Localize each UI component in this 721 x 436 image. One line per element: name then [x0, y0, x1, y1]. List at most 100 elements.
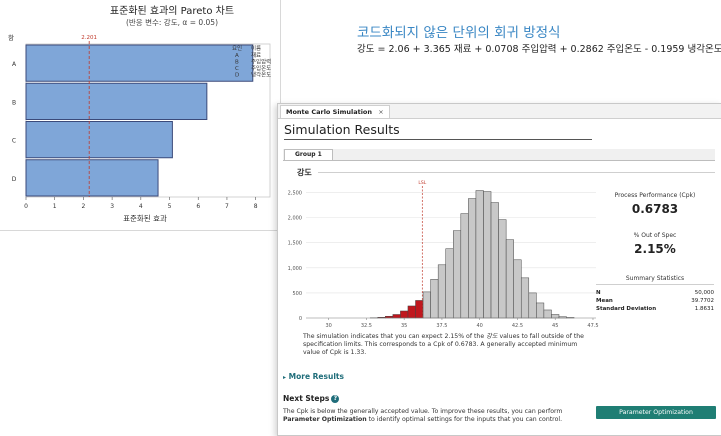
- pareto-xtick-label: 2: [81, 203, 85, 210]
- hist-xtick-label: 42.5: [512, 323, 523, 329]
- pareto-category-label: C: [12, 138, 16, 145]
- summary-row-stdev: Standard Deviation 1.8631: [596, 305, 714, 313]
- pareto-xtick-label: 5: [168, 203, 172, 210]
- help-icon[interactable]: ?: [331, 395, 339, 403]
- summary-statistics-title: Summary Statistics: [596, 275, 714, 285]
- parameter-optimization-button[interactable]: Parameter Optimization: [596, 406, 716, 419]
- legend-factor-code: D: [235, 73, 239, 79]
- legend-factor-name: 주입압력: [251, 58, 271, 66]
- hist-xtick-label: 30: [325, 323, 331, 329]
- hist-xtick-label: 32.5: [361, 323, 372, 329]
- next-steps-text: The Cpk is below the generally accepted …: [283, 408, 593, 424]
- pareto-ylabel: 항: [8, 33, 14, 42]
- pareto-bar-c: [26, 122, 172, 158]
- pareto-bar-d: [26, 160, 158, 196]
- pareto-category-label: A: [12, 61, 17, 68]
- hist-bar: [393, 314, 401, 318]
- pareto-category-label: B: [12, 99, 16, 106]
- hist-xtick-label: 47.5: [587, 323, 598, 329]
- hist-bar: [551, 314, 559, 318]
- hist-bar: [514, 260, 522, 318]
- monte-carlo-tab[interactable]: Monte Carlo Simulation ×: [280, 105, 390, 118]
- hist-bar: [416, 300, 424, 318]
- hist-xtick-label: 40: [477, 323, 483, 329]
- pareto-xtick-label: 0: [24, 203, 28, 210]
- hist-bar: [499, 220, 507, 318]
- stats-panel: Process Performance (Cpk) 0.6783 % Out o…: [596, 192, 714, 313]
- hist-bar: [468, 199, 476, 318]
- hist-bar: [423, 292, 431, 318]
- hist-ytick-label: 0: [299, 316, 302, 322]
- legend-factor-name: 주입온도: [251, 64, 271, 72]
- hist-bar: [521, 278, 529, 318]
- parameter-optimization-bold: Parameter Optimization: [283, 416, 367, 423]
- simulation-results-title: Simulation Results: [284, 122, 400, 137]
- pareto-critical-value: 2.201: [81, 35, 97, 41]
- simulation-summary-text: The simulation indicates that you can ex…: [303, 333, 588, 357]
- hist-bar: [491, 203, 499, 318]
- group-tab-strip: Group 1: [283, 149, 715, 161]
- close-icon[interactable]: ×: [378, 108, 383, 116]
- lsl-label: LSL: [418, 180, 426, 186]
- pareto-subtitle: (반응 변수: 강도, α = 0.05): [126, 17, 218, 27]
- pareto-xtick-label: 3: [110, 203, 114, 210]
- pareto-chart-panel: 표준화된 효과의 Pareto 차트(반응 변수: 강도, α = 0.05) 항…: [0, 0, 281, 231]
- cpk-value: 0.6783: [596, 202, 714, 216]
- pareto-xtick-label: 4: [139, 203, 143, 210]
- hist-xtick-label: 37.5: [436, 323, 447, 329]
- window-tab-bar: Monte Carlo Simulation ×: [278, 104, 721, 119]
- next-steps-title: Next Steps?: [283, 394, 339, 403]
- legend-factor-name: 재료: [251, 51, 261, 59]
- hist-bar: [438, 265, 446, 318]
- hist-bar: [431, 279, 439, 318]
- regression-equation: 강도 = 2.06 + 3.365 재료 + 0.0708 주입압력 + 0.2…: [357, 41, 721, 55]
- legend-factor-code: A: [235, 53, 239, 59]
- legend-factor-code: B: [235, 60, 239, 66]
- pareto-xtick-label: 8: [254, 203, 258, 210]
- triangle-right-icon: ▸: [283, 374, 286, 381]
- hist-bar: [408, 306, 416, 318]
- title-divider: [284, 139, 592, 140]
- legend-factor-code: C: [235, 66, 239, 72]
- pareto-xtick-label: 1: [53, 203, 57, 210]
- hist-bar: [446, 249, 454, 318]
- hist-xtick-label: 45: [552, 323, 558, 329]
- hist-bar: [453, 231, 461, 318]
- pareto-xtick-label: 7: [225, 203, 229, 210]
- pareto-chart: 표준화된 효과의 Pareto 차트(반응 변수: 강도, α = 0.05) 항…: [0, 0, 280, 230]
- pareto-xtick-label: 6: [196, 203, 200, 210]
- hist-ytick-label: 1,000: [288, 266, 302, 272]
- pareto-xlabel: 표준화된 효과: [123, 213, 167, 223]
- hist-ytick-label: 2,500: [288, 191, 302, 197]
- pareto-category-label: D: [12, 176, 17, 183]
- hist-xtick-label: 35: [401, 323, 407, 329]
- pareto-title: 표준화된 효과의 Pareto 차트: [110, 5, 234, 17]
- simulation-histogram: 0 500 1,000 1,500 2,000 2,500 30 32.5 35 37.5 40 42…: [278, 170, 608, 330]
- legend-header-factor: 요인: [232, 45, 242, 52]
- hist-bar: [506, 240, 514, 318]
- pareto-bar-a: [26, 45, 253, 81]
- more-results-link[interactable]: ▸ More Results: [283, 372, 344, 381]
- legend-factor-name: 냉각온도: [251, 71, 271, 79]
- summary-row-n: N 50,000: [596, 289, 714, 297]
- out-of-spec-value: 2.15%: [596, 242, 714, 256]
- legend-header-name: 이름: [251, 44, 261, 52]
- monte-carlo-window: Monte Carlo Simulation × Simulation Resu…: [277, 103, 721, 436]
- regression-title: 코드화되지 않은 단위의 회귀 방정식: [357, 21, 560, 41]
- hist-bar: [476, 191, 484, 318]
- monte-carlo-tab-label: Monte Carlo Simulation: [286, 108, 372, 116]
- hist-bar: [544, 310, 552, 318]
- pareto-bar-b: [26, 83, 207, 119]
- hist-ytick-label: 1,500: [288, 241, 302, 247]
- hist-bar: [400, 311, 408, 318]
- hist-bar: [536, 303, 544, 318]
- hist-bar: [483, 192, 491, 318]
- hist-ytick-label: 500: [292, 291, 302, 297]
- variable-italic: 강도: [486, 333, 497, 340]
- process-performance-label: Process Performance (Cpk): [596, 192, 714, 199]
- hist-bar: [529, 293, 537, 318]
- out-of-spec-label: % Out of Spec: [596, 232, 714, 239]
- summary-statistics-table: N 50,000 Mean 39.7702 Standard Deviation…: [596, 289, 714, 313]
- hist-ytick-label: 2,000: [288, 216, 302, 222]
- tab-group-1[interactable]: Group 1: [284, 149, 333, 160]
